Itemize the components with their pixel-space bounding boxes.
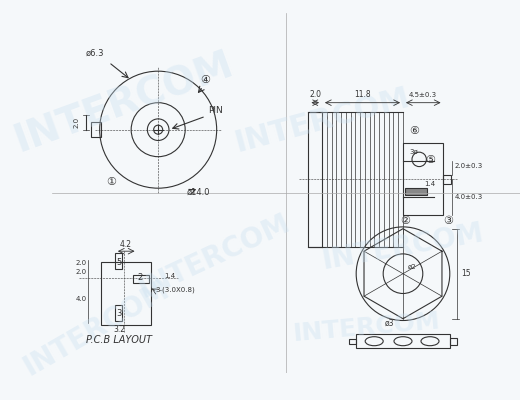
Text: ø2: ø2 bbox=[408, 264, 416, 270]
Bar bbox=[403, 143, 444, 215]
Text: INTERCOM: INTERCOM bbox=[134, 208, 294, 303]
Bar bbox=[308, 112, 322, 247]
Bar bbox=[133, 276, 149, 283]
Text: 11.8: 11.8 bbox=[354, 90, 371, 99]
Text: 2.0±0.3: 2.0±0.3 bbox=[454, 163, 483, 169]
Text: 2.0: 2.0 bbox=[309, 90, 321, 99]
Text: 4.2: 4.2 bbox=[120, 240, 132, 249]
Text: 5: 5 bbox=[117, 258, 122, 267]
Text: 1.4: 1.4 bbox=[424, 181, 436, 187]
Text: 3.2: 3.2 bbox=[113, 325, 125, 334]
Text: ②: ② bbox=[401, 216, 411, 226]
Text: 4.0±0.3: 4.0±0.3 bbox=[454, 194, 483, 200]
Text: 15: 15 bbox=[461, 269, 471, 278]
Text: PIN: PIN bbox=[207, 106, 223, 116]
Bar bbox=[356, 334, 450, 348]
Text: 2.0: 2.0 bbox=[75, 269, 86, 275]
Text: 2.0: 2.0 bbox=[73, 117, 79, 128]
Text: 4.5±0.3: 4.5±0.3 bbox=[409, 92, 437, 98]
Bar bbox=[101, 262, 151, 325]
Text: P.C.B LAYOUT: P.C.B LAYOUT bbox=[86, 335, 152, 345]
Text: 2: 2 bbox=[137, 273, 143, 282]
Bar bbox=[444, 175, 451, 184]
Text: 2.0: 2.0 bbox=[75, 260, 86, 266]
Text: 4.0: 4.0 bbox=[75, 296, 86, 302]
Text: INTERCOM: INTERCOM bbox=[292, 309, 441, 346]
Text: INTERCOM: INTERCOM bbox=[9, 45, 239, 160]
Bar bbox=[115, 305, 122, 321]
Text: ø3: ø3 bbox=[385, 319, 395, 328]
Bar bbox=[90, 122, 101, 137]
Text: 3: 3 bbox=[117, 309, 122, 318]
Text: ④: ④ bbox=[200, 75, 210, 85]
Text: INTERCOM: INTERCOM bbox=[231, 83, 413, 158]
Bar bbox=[405, 188, 427, 195]
Text: ø14.0: ø14.0 bbox=[187, 188, 211, 196]
Text: 1.4: 1.4 bbox=[164, 273, 176, 279]
Bar bbox=[349, 338, 356, 344]
Text: ③: ③ bbox=[443, 216, 453, 226]
Bar bbox=[450, 338, 457, 345]
Text: INTERCOM: INTERCOM bbox=[19, 274, 175, 381]
Text: ⑥: ⑥ bbox=[410, 126, 420, 136]
Text: INTERCOM: INTERCOM bbox=[320, 219, 486, 275]
Text: ①: ① bbox=[107, 178, 116, 188]
Text: ø6.3: ø6.3 bbox=[86, 49, 105, 58]
Text: ⑤: ⑤ bbox=[425, 155, 435, 165]
Text: 3ø: 3ø bbox=[409, 149, 418, 155]
Bar bbox=[115, 253, 122, 269]
Text: 3-(3.0X0.8): 3-(3.0X0.8) bbox=[155, 287, 195, 293]
